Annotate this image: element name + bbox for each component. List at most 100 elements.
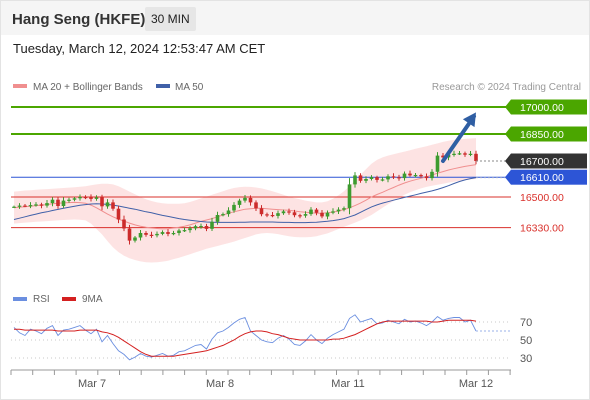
- candle-body: [122, 219, 126, 229]
- candle-body: [155, 233, 159, 236]
- rsi-legend-swatch: [13, 297, 27, 301]
- candle: [474, 150, 478, 165]
- candle-body: [397, 177, 401, 179]
- timeframe-badge[interactable]: 30 MIN: [145, 7, 196, 31]
- candle-body: [78, 197, 82, 199]
- candle-body: [292, 212, 297, 216]
- level-label: 16610.00: [520, 172, 564, 184]
- time-axis-label: Mar 7: [78, 378, 106, 390]
- candle: [391, 173, 396, 179]
- candle-body: [463, 153, 467, 155]
- time-axis-label: Mar 8: [206, 378, 234, 390]
- candle-body: [221, 214, 225, 216]
- candle: [413, 173, 418, 178]
- candle: [61, 197, 66, 208]
- candle: [347, 178, 352, 215]
- candle-body: [67, 199, 71, 201]
- candle: [254, 200, 258, 211]
- rsi-ma-line: [14, 319, 477, 357]
- candle: [358, 173, 363, 183]
- candle-body: [149, 234, 154, 236]
- candle-body: [83, 197, 88, 199]
- candle: [45, 200, 49, 208]
- candle: [182, 227, 187, 232]
- candle-body: [331, 211, 335, 213]
- candle: [397, 174, 401, 181]
- candle-body: [353, 175, 357, 185]
- candle: [177, 228, 181, 236]
- candle: [94, 195, 99, 201]
- candle-body: [243, 197, 247, 201]
- candle-body: [254, 202, 258, 209]
- candle: [171, 230, 176, 236]
- candle-body: [144, 233, 148, 235]
- candle: [303, 211, 308, 218]
- candle: [419, 173, 423, 178]
- level-label: 16850.00: [520, 129, 564, 141]
- candle: [259, 205, 264, 217]
- candle-body: [452, 153, 456, 155]
- candle: [232, 202, 236, 213]
- candle-body: [419, 175, 423, 177]
- candle-body: [364, 179, 368, 181]
- ma50-line: [13, 177, 477, 224]
- level-label-box: [511, 99, 587, 115]
- candle: [325, 210, 330, 220]
- rsi-legend: RSI 9MA: [13, 294, 103, 305]
- candle: [34, 202, 38, 207]
- candle-body: [303, 214, 308, 216]
- level-label: 16500.00: [520, 192, 564, 204]
- candle-body: [276, 213, 280, 216]
- candle: [215, 211, 220, 225]
- candle: [12, 205, 16, 208]
- candle-body: [182, 230, 187, 232]
- candle-body: [435, 155, 440, 172]
- candle: [89, 194, 93, 202]
- candle: [435, 152, 440, 177]
- candle: [452, 150, 456, 157]
- candle-body: [309, 209, 313, 215]
- candle-body: [248, 197, 253, 203]
- level-label-pointer: [505, 169, 511, 185]
- candle-body: [39, 204, 44, 206]
- candle-body: [413, 175, 418, 177]
- candle-body: [402, 173, 407, 179]
- candle: [160, 230, 165, 236]
- ma20-line: [13, 164, 477, 230]
- candle-body: [380, 179, 385, 181]
- forecast-arrow-head: [462, 112, 476, 128]
- candle-body: [56, 199, 60, 206]
- candle-body: [237, 200, 242, 205]
- candle: [188, 226, 192, 233]
- candle-body: [193, 226, 198, 229]
- candle-body: [226, 210, 231, 215]
- candle: [386, 174, 390, 183]
- candle-body: [298, 215, 302, 217]
- candle-body: [386, 176, 390, 180]
- candle-body: [34, 204, 38, 206]
- candle: [276, 210, 280, 219]
- candle-body: [171, 233, 176, 235]
- candle-body: [375, 177, 379, 180]
- level-label-box: [511, 153, 587, 169]
- level-label: 16700.00: [520, 156, 564, 168]
- candle: [122, 215, 126, 232]
- candle-body: [347, 184, 352, 209]
- candle: [320, 210, 324, 219]
- candle: [457, 151, 462, 155]
- candle-body: [166, 232, 170, 234]
- price-panel: 17000.00 16850.00 16700.00 16610.00 16500.00…: [11, 99, 587, 263]
- time-axis: Mar 7 Mar 8 Mar 11 Mar 12: [10, 369, 511, 390]
- candle: [353, 172, 357, 188]
- candle: [204, 223, 209, 232]
- candle-body: [50, 199, 55, 204]
- candle: [237, 198, 242, 208]
- candle: [243, 195, 247, 203]
- candle: [375, 175, 379, 183]
- ma20-legend-label: MA 20 + Bollinger Bands: [33, 82, 143, 93]
- rsi-legend-label: RSI: [33, 294, 50, 305]
- candle-body: [232, 204, 236, 211]
- candle: [149, 231, 154, 238]
- candle: [28, 202, 33, 209]
- candle-body: [342, 208, 346, 210]
